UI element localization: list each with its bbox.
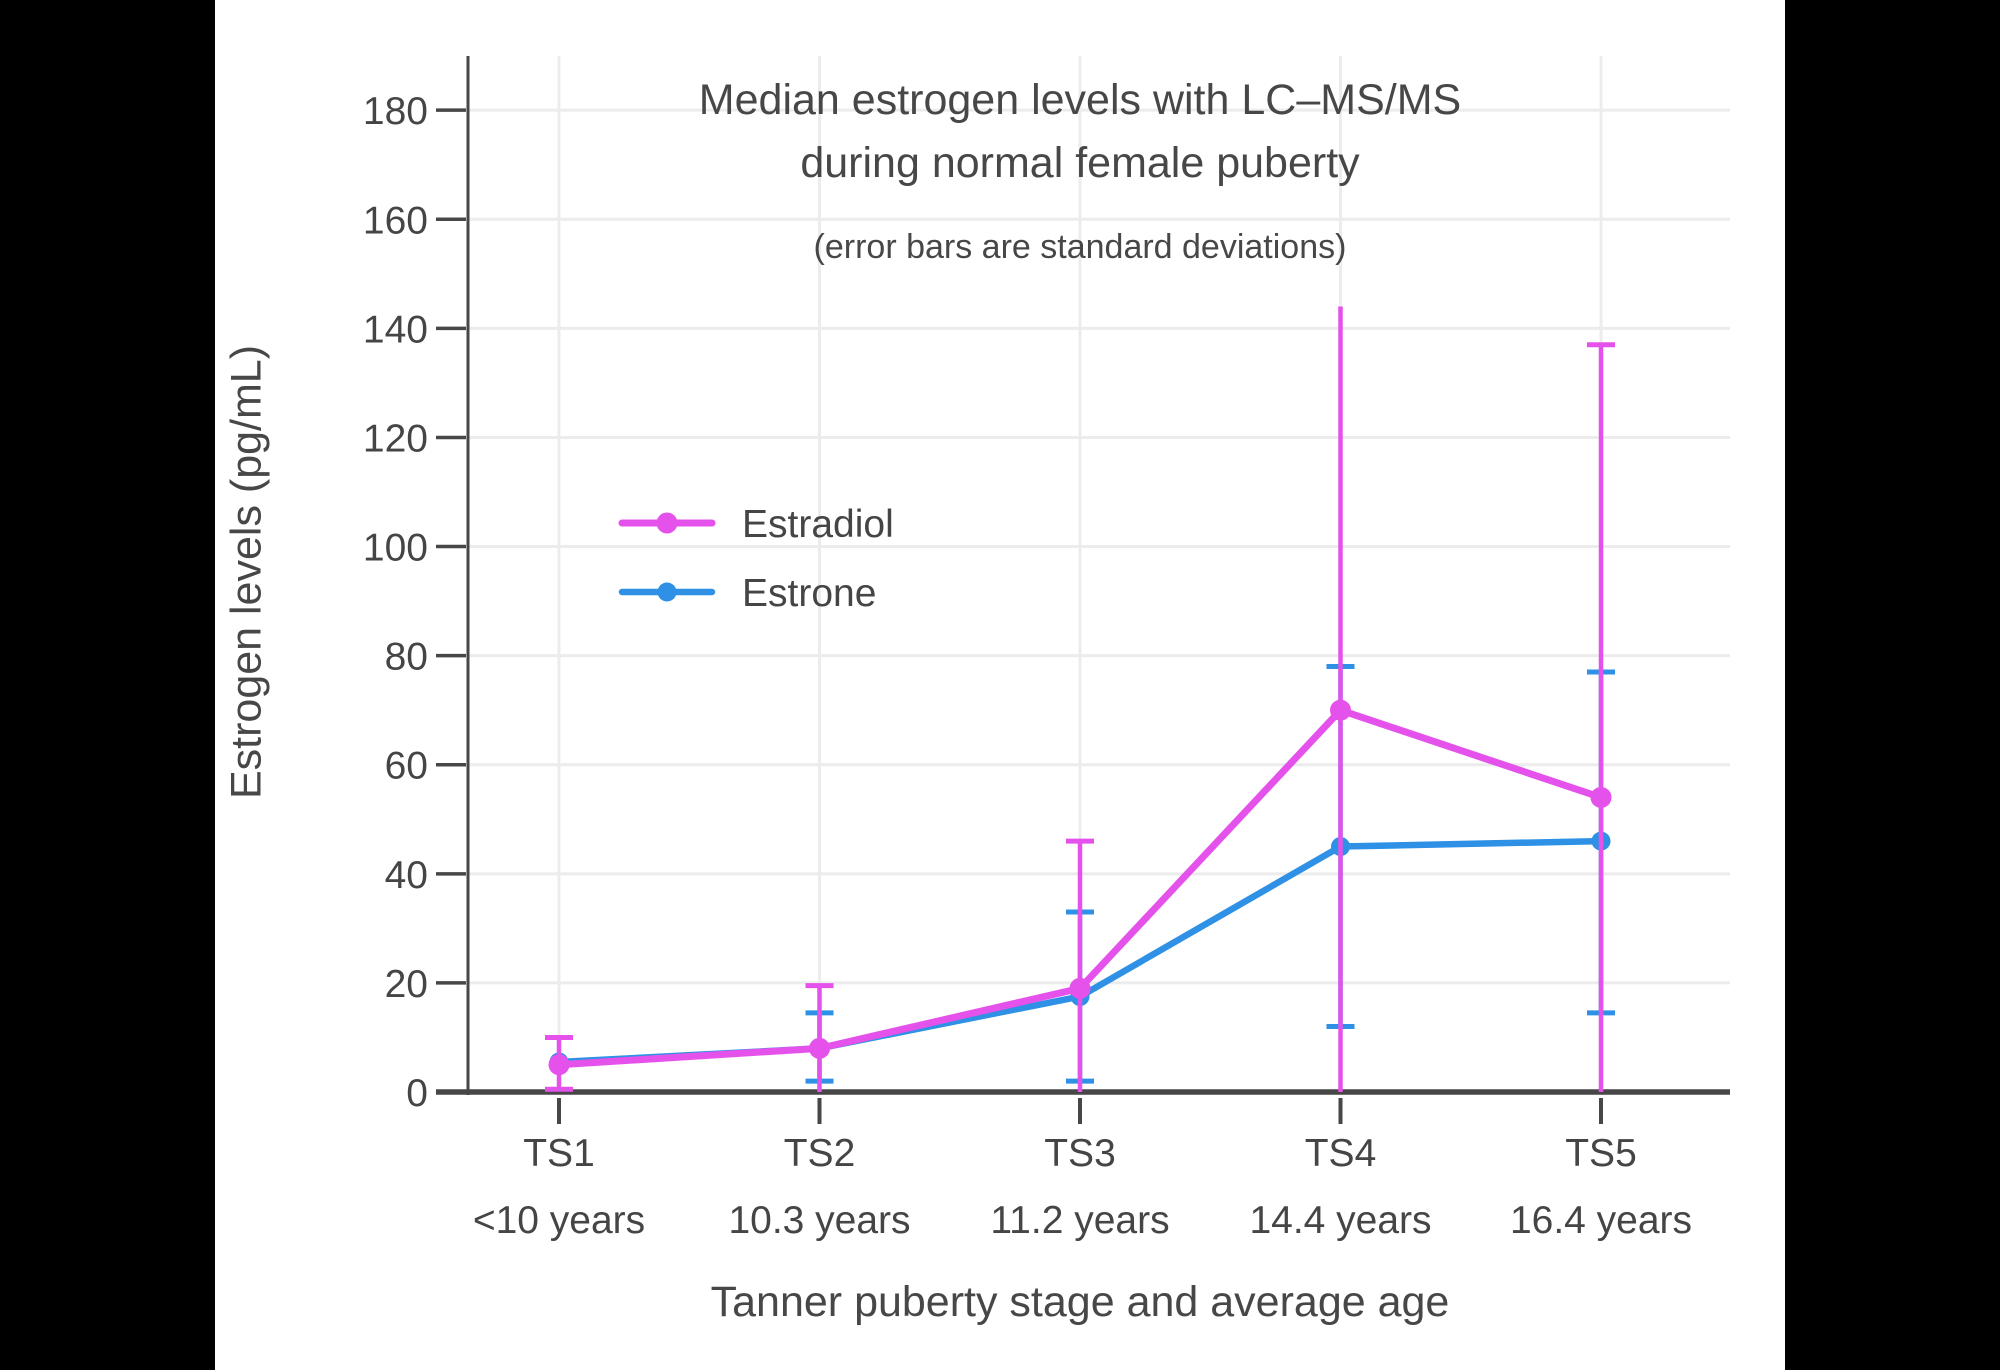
black-bar-left <box>0 0 215 1370</box>
legend-marker-swatch <box>657 582 677 602</box>
y-tick-label: 120 <box>363 417 428 460</box>
legend-item-estradiol[interactable]: Estradiol <box>618 503 894 546</box>
x-tick-age-label: 16.4 years <box>1510 1199 1692 1242</box>
x-tick-stage-label: TS1 <box>523 1132 595 1175</box>
data-point-marker <box>1330 699 1351 721</box>
y-tick-label: 140 <box>363 308 428 351</box>
y-tick-label: 40 <box>385 854 428 897</box>
legend-label: Estradiol <box>742 503 894 546</box>
data-point-marker <box>1590 786 1612 808</box>
x-tick-age-label: <10 years <box>473 1199 645 1242</box>
y-tick-label: 80 <box>385 636 428 679</box>
data-point-marker <box>1069 977 1091 999</box>
y-tick-label: 180 <box>363 90 428 133</box>
x-tick-stage-label: TS2 <box>784 1132 856 1175</box>
y-tick-label: 60 <box>385 745 428 788</box>
legend-item-estrone[interactable]: Estrone <box>618 572 876 615</box>
y-axis-title: Estrogen levels (pg/mL) <box>222 344 271 800</box>
y-tick-label: 20 <box>385 963 428 1006</box>
chart-panel <box>215 0 1785 1370</box>
chart-title-line2: during normal female puberty <box>800 139 1360 187</box>
x-tick-age-label: 14.4 years <box>1249 1199 1431 1242</box>
data-point-marker <box>809 1037 830 1059</box>
x-tick-stage-label: TS3 <box>1044 1132 1116 1175</box>
x-tick-stage-label: TS5 <box>1565 1132 1637 1175</box>
x-tick-age-label: 11.2 years <box>990 1199 1169 1242</box>
series-estradiol <box>545 306 1615 1092</box>
y-tick-label: 100 <box>363 527 428 570</box>
legend-marker-swatch <box>656 512 678 534</box>
y-tick-label: 0 <box>406 1072 428 1115</box>
chart-subtitle: (error bars are standard deviations) <box>813 228 1347 266</box>
x-axis-title: Tanner puberty stage and average age <box>710 1278 1450 1326</box>
black-bar-right <box>1785 0 2000 1370</box>
data-point-marker <box>548 1054 570 1076</box>
x-tick-stage-label: TS4 <box>1305 1132 1377 1175</box>
legend-label: Estrone <box>742 572 876 615</box>
x-tick-age-label: 10.3 years <box>728 1199 910 1242</box>
legend: Estradiol Estrone <box>618 503 894 615</box>
y-tick-label: 160 <box>363 199 428 242</box>
chart-title-line1: Median estrogen levels with LC–MS/MS <box>698 76 1462 124</box>
